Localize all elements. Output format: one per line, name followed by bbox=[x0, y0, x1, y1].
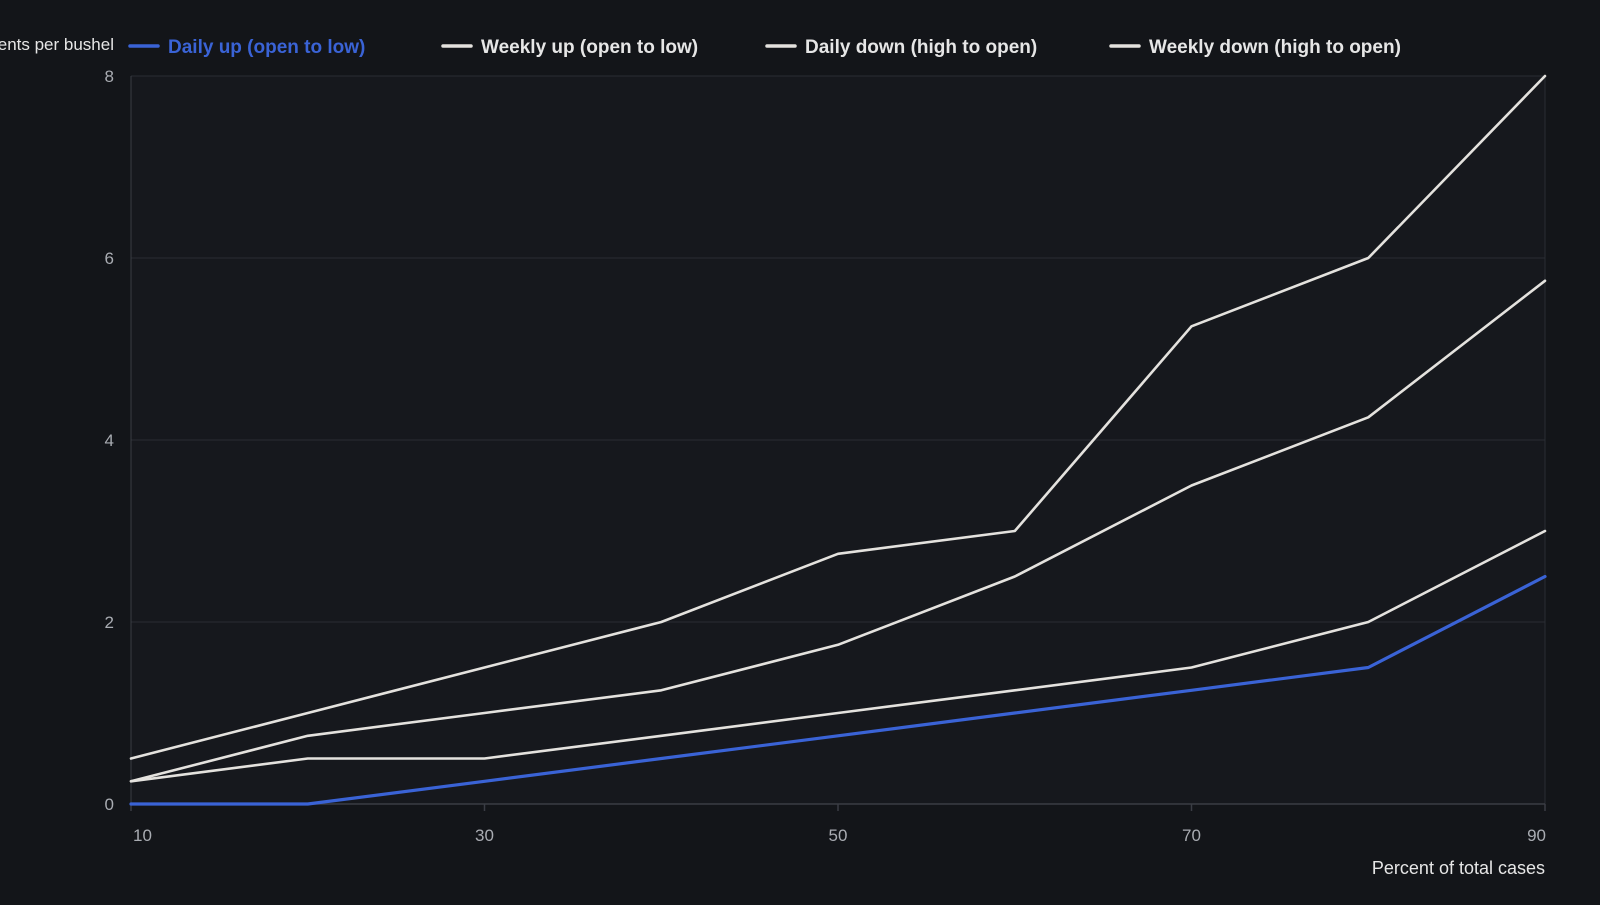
legend-label-1: Daily up (open to low) bbox=[168, 37, 365, 58]
series-line-2 bbox=[129, 279, 1547, 783]
gridlines bbox=[131, 75, 1546, 804]
legend-label-3: Daily down (high to open) bbox=[805, 37, 1037, 58]
x-tick-label: 90 bbox=[1527, 826, 1546, 845]
x-axis-label: Percent of total cases bbox=[1372, 858, 1545, 878]
y-tick-label: 8 bbox=[105, 67, 114, 86]
y-axis-label: Cents per bushel bbox=[0, 35, 114, 54]
series-lines bbox=[129, 74, 1547, 806]
y-tick-label: 2 bbox=[105, 613, 114, 632]
y-tick-label: 4 bbox=[105, 431, 114, 450]
x-tick-label: 50 bbox=[829, 826, 848, 845]
x-tick-label: 30 bbox=[475, 826, 494, 845]
y-tick-label: 0 bbox=[105, 795, 114, 814]
y-tick-label: 6 bbox=[105, 249, 114, 268]
legend: Daily up (open to low) Weekly up (open to… bbox=[128, 37, 1401, 58]
legend-label-4: Weekly down (high to open) bbox=[1149, 37, 1401, 58]
x-tick-label: 10 bbox=[133, 826, 152, 845]
series-line-4 bbox=[129, 74, 1547, 760]
series-line-3 bbox=[129, 529, 1547, 783]
series-line-1 bbox=[129, 574, 1547, 806]
x-tick-label: 70 bbox=[1182, 826, 1201, 845]
legend-label-2: Weekly up (open to low) bbox=[481, 37, 698, 58]
axes: 0 2 4 6 8 10 30 50 70 90 bbox=[105, 67, 1546, 845]
